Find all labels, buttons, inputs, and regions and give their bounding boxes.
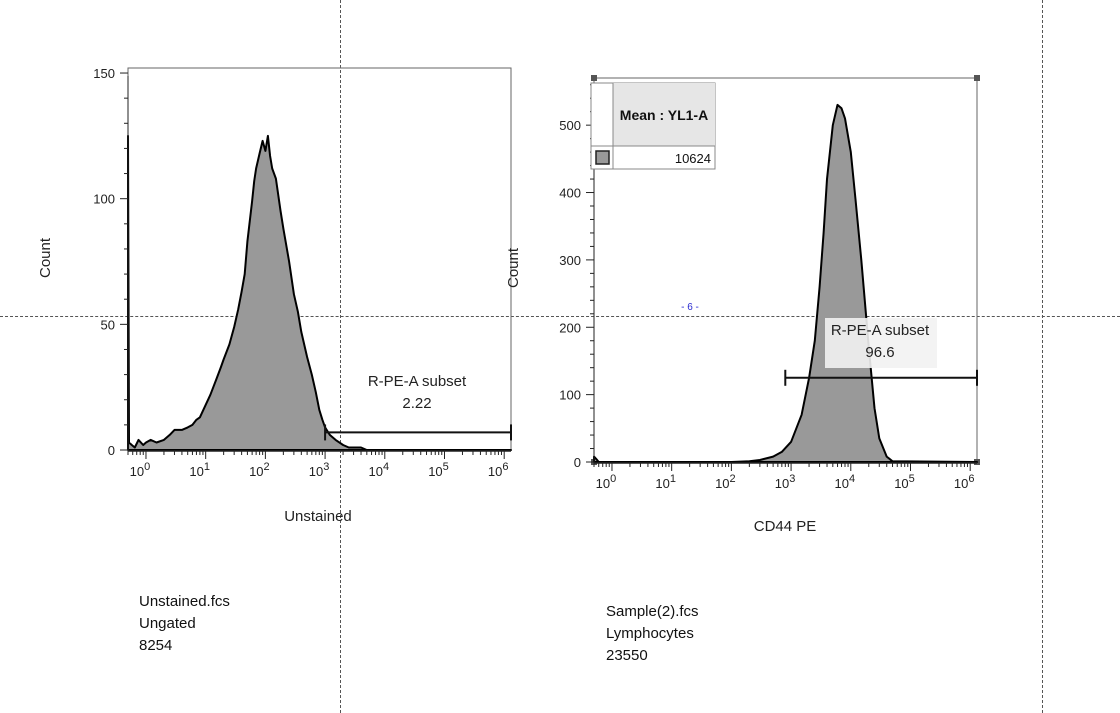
y-tick-label: 100 [93,192,115,207]
sample-info-left: Unstained.fcs Ungated 8254 [139,591,230,657]
gate-percentage: 2.22 [402,395,431,412]
gate-percentage: 96.6 [865,344,894,361]
x-tick-label: 105 [428,461,449,479]
x-axis-title: Unstained [284,508,352,525]
horizontal-guide [0,316,1120,317]
sample-count: 8254 [139,637,173,654]
stat-table-header-cell [613,83,715,146]
x-tick-label: 104 [368,461,389,479]
x-tick-label: 101 [655,473,676,491]
chart-1: 0 50 100 150 100 101 102 103 104 105 106 Unstained C… [37,66,512,525]
vertical-guide-left [340,0,341,713]
population-color-swatch [595,150,610,165]
y-tick-label: 300 [559,253,581,268]
x-tick-label: 106 [488,461,509,479]
vertical-guide-right [1042,0,1043,713]
x-tick-label: 101 [189,461,210,479]
sample-info-right: Sample(2).fcs Lymphocytes 23550 [606,601,699,667]
sample-count: 23550 [606,647,648,664]
chart-2: 0 100 200 300 400 500 100 101 102 103 104 105 106 CD4… [505,75,980,535]
y-tick-label: 500 [559,118,581,133]
selection-handle [591,75,597,81]
x-tick-label: 102 [249,461,270,479]
x-tick-label: 106 [954,473,975,491]
gate-label-box [825,318,937,368]
sample-file-name: Sample(2).fcs [606,603,699,620]
y-tick-label: 150 [93,66,115,81]
sample-population: Ungated [139,615,196,632]
stat-table-value: 10624 [675,151,711,166]
sample-population: Lymphocytes [606,625,694,642]
y-axis-title: Count [37,237,54,278]
y-tick-label: 400 [559,186,581,201]
x-tick-label: 104 [834,473,855,491]
x-tick-label: 100 [130,461,151,479]
x-tick-label: 103 [775,473,796,491]
center-marker: - 6 - [681,302,699,313]
y-tick-label: 0 [574,455,581,470]
y-axis-title: Count [505,247,522,288]
y-tick-label: 100 [559,388,581,403]
sample-file-name: Unstained.fcs [139,593,230,610]
x-tick-label: 103 [309,461,330,479]
x-tick-label: 105 [894,473,915,491]
gate-name: R-PE-A subset [368,373,467,390]
x-tick-label: 100 [596,473,617,491]
y-tick-label: 0 [108,443,115,458]
plot-frame [127,67,512,451]
stat-table-header: Mean : YL1-A [620,107,708,123]
selection-handle [974,75,980,81]
histogram-area [593,103,978,463]
y-tick-label: 200 [559,320,581,335]
gate-name: R-PE-A subset [831,322,930,339]
x-tick-label: 102 [715,473,736,491]
y-tick-label: 50 [101,317,115,332]
histogram-area [127,134,512,451]
x-axis-title: CD44 PE [754,518,817,535]
